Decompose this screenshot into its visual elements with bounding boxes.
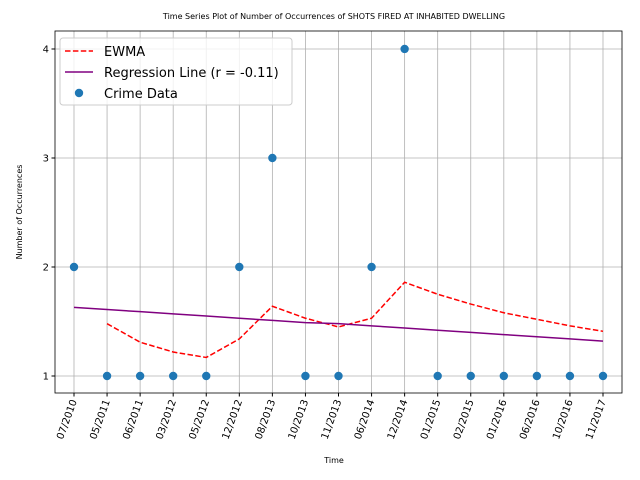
x-tick-label: 12/2012	[221, 398, 246, 441]
legend-marker	[74, 88, 84, 98]
x-tick-label: 01/2015	[419, 398, 444, 441]
data-point	[135, 371, 145, 381]
x-tick-label: 08/2013	[254, 398, 279, 441]
x-tick-label: 10/2016	[551, 398, 576, 441]
data-point	[598, 371, 608, 381]
y-tick-label: 4	[43, 44, 49, 55]
x-tick-label: 11/2013	[320, 398, 345, 441]
data-point	[466, 371, 475, 381]
legend-box	[59, 37, 293, 106]
data-point	[499, 371, 509, 381]
x-axis-label: Time	[323, 456, 344, 465]
x-tick-label: 12/2014	[386, 398, 411, 441]
data-point	[235, 262, 244, 272]
x-tick-label: 01/2016	[485, 398, 510, 441]
y-tick-label: 1	[43, 371, 49, 382]
data-point	[334, 371, 343, 381]
data-point	[565, 371, 575, 381]
y-tick-label: 2	[43, 262, 49, 273]
chart-title: Time Series Plot of Number of Occurrence…	[162, 12, 505, 21]
series-line	[106, 281, 604, 359]
legend-label: Crime Data	[104, 87, 178, 102]
plot-frame	[54, 30, 623, 394]
data-point	[168, 371, 178, 381]
x-tick-label: 10/2013	[287, 398, 312, 441]
legend-label: EWMA	[104, 45, 145, 60]
x-tick-label: 02/2015	[452, 398, 477, 441]
x-tick-label: 07/2010	[55, 398, 80, 441]
data-point	[301, 371, 310, 381]
data-point	[400, 44, 409, 54]
y-tick-label: 3	[43, 153, 49, 164]
x-tick-label: 05/2011	[88, 398, 113, 441]
x-tick-label: 03/2012	[154, 398, 179, 441]
data-point	[532, 371, 542, 381]
data-point	[102, 371, 112, 381]
x-tick-label: 05/2012	[188, 398, 213, 441]
data-point	[69, 262, 79, 272]
x-tick-label: 06/2016	[518, 398, 543, 441]
data-point	[367, 262, 376, 272]
x-tick-label: 11/2017	[584, 398, 609, 441]
x-tick-label: 06/2014	[353, 398, 378, 441]
data-point	[202, 371, 211, 381]
series-line	[73, 306, 604, 342]
y-axis-label: Number of Occurrences	[15, 165, 24, 260]
x-tick-label: 06/2011	[121, 398, 146, 441]
legend-label: Regression Line (r = -0.11)	[104, 66, 279, 81]
data-point	[433, 371, 442, 381]
data-point	[268, 153, 277, 163]
